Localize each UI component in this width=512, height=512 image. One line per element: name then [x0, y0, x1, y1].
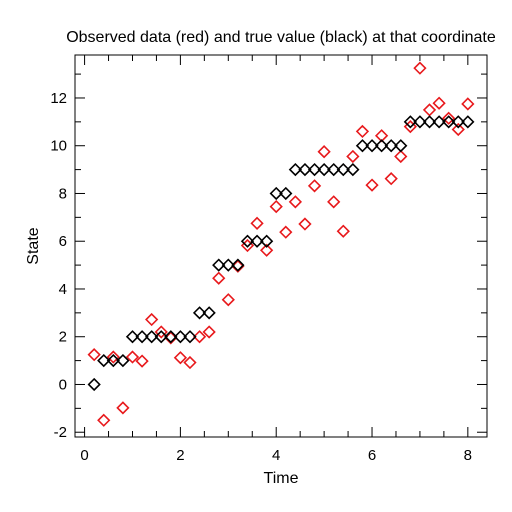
- data-point: [317, 145, 331, 159]
- data-point: [173, 330, 188, 344]
- data-point: [87, 347, 101, 362]
- data-point: [451, 115, 465, 129]
- data-point: [259, 234, 274, 248]
- y-tick-label: -2: [54, 424, 67, 441]
- data-point: [317, 162, 331, 177]
- data-point: [307, 162, 322, 177]
- data-point: [125, 330, 140, 344]
- data-point: [422, 115, 437, 129]
- data-point: [212, 258, 226, 272]
- data-point: [183, 355, 197, 370]
- data-point: [346, 149, 360, 164]
- x-tick-label: 4: [272, 447, 280, 464]
- data-point: [106, 353, 120, 368]
- data-point: [173, 351, 188, 365]
- data-point: [413, 115, 427, 129]
- x-tick-label: 6: [368, 447, 376, 464]
- data-point: [422, 103, 437, 117]
- y-tick-label: 2: [59, 329, 67, 346]
- data-point: [97, 353, 111, 368]
- data-point: [202, 325, 216, 339]
- y-tick-label: 4: [59, 281, 67, 298]
- data-point: [183, 330, 197, 344]
- data-point: [116, 353, 130, 368]
- data-point: [221, 258, 235, 272]
- data-point: [374, 139, 389, 153]
- data-point: [327, 195, 341, 209]
- data-point: [461, 97, 475, 111]
- data-point: [413, 61, 427, 75]
- data-point: [403, 115, 417, 129]
- x-tick-label: 8: [464, 447, 472, 464]
- data-point: [365, 178, 379, 192]
- data-point: [365, 139, 379, 153]
- data-point: [164, 330, 178, 344]
- data-point: [279, 186, 293, 201]
- data-point: [279, 225, 293, 239]
- y-axis-label: State: [25, 227, 42, 264]
- y-tick-label: 0: [59, 376, 67, 393]
- data-point: [355, 139, 370, 153]
- data-point: [461, 115, 475, 129]
- x-tick-label: 0: [80, 447, 88, 464]
- data-point: [221, 293, 235, 307]
- data-point: [202, 306, 216, 320]
- chart-title: Observed data (red) and true value (blac…: [66, 29, 496, 46]
- data-point: [384, 139, 398, 153]
- data-point: [192, 306, 207, 320]
- data-point: [116, 401, 130, 415]
- data-point: [212, 271, 226, 285]
- data-point: [250, 234, 264, 248]
- y-tick-label: 6: [59, 233, 67, 250]
- data-point: [250, 216, 264, 230]
- data-point: [269, 199, 283, 214]
- data-point: [269, 186, 283, 201]
- axis-tick-labels: 0 2 4 6 8 -2 0 2 4 6 8 10 12: [50, 90, 472, 464]
- data-point: [106, 350, 120, 364]
- data-point: [394, 139, 408, 153]
- data-point: [394, 149, 408, 164]
- data-point: [442, 115, 456, 129]
- data-point: [336, 162, 350, 177]
- data-point: [442, 111, 456, 125]
- data-point: [346, 162, 360, 177]
- plot-frame: [74, 54, 488, 438]
- data-point: [298, 162, 312, 177]
- data-points: [87, 61, 475, 427]
- data-point: [259, 243, 274, 257]
- y-tick-label: 8: [59, 185, 67, 202]
- data-point: [145, 330, 159, 344]
- data-point: [135, 354, 149, 368]
- data-point: [384, 172, 398, 186]
- data-point: [135, 330, 149, 344]
- data-point: [336, 224, 350, 238]
- data-point: [87, 377, 101, 392]
- data-point: [288, 195, 303, 209]
- data-point: [240, 234, 255, 248]
- data-point: [432, 96, 446, 110]
- y-tick-label: 10: [50, 138, 67, 155]
- data-point: [451, 122, 465, 137]
- data-point: [154, 325, 168, 339]
- data-point: [327, 162, 341, 177]
- data-point: [307, 179, 322, 193]
- axis-ticks: [75, 55, 487, 437]
- x-tick-label: 2: [176, 447, 184, 464]
- x-axis-label: Time: [264, 470, 299, 487]
- data-point: [192, 330, 207, 344]
- data-point: [432, 115, 446, 129]
- data-point: [355, 124, 370, 139]
- data-point: [97, 413, 111, 427]
- data-point: [298, 217, 312, 231]
- data-point: [125, 350, 140, 364]
- y-tick-label: 12: [50, 90, 67, 107]
- data-point: [288, 162, 303, 177]
- data-point: [154, 330, 168, 344]
- data-point: [231, 258, 245, 272]
- data-point: [145, 312, 159, 327]
